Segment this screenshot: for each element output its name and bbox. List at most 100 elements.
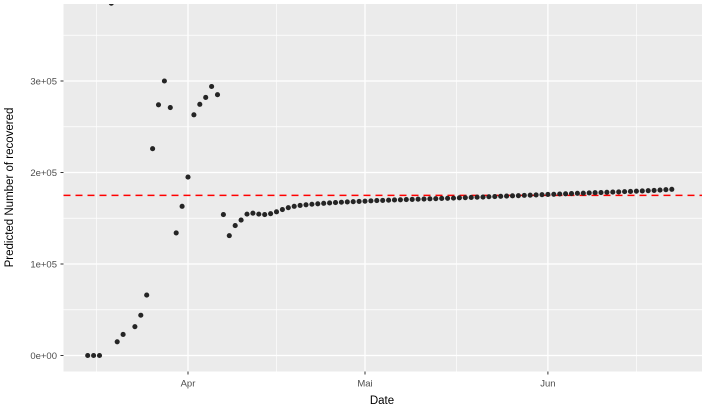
data-point: [610, 189, 616, 195]
data-point: [539, 192, 545, 198]
data-point: [651, 187, 657, 193]
data-point: [627, 188, 634, 194]
data-point: [344, 199, 350, 205]
data-point: [285, 205, 291, 211]
gridlines-minor: [63, 4, 702, 372]
data-point: [114, 339, 120, 345]
data-point: [232, 223, 238, 229]
data-point: [108, 4, 114, 6]
data-point: [356, 198, 362, 204]
data-point: [268, 211, 274, 217]
data-point: [291, 203, 297, 209]
data-point: [586, 190, 592, 196]
data-point: [138, 312, 144, 318]
plot-panel: [63, 4, 702, 372]
data-point: [332, 200, 339, 206]
data-point: [120, 331, 126, 338]
gridlines-major: [63, 4, 702, 372]
data-point: [244, 211, 250, 217]
data-point: [669, 186, 675, 192]
data-point: [321, 200, 327, 206]
data-point: [409, 196, 415, 202]
y-tick-label: 0e+00: [30, 351, 57, 362]
data-point: [144, 292, 150, 298]
data-point: [350, 199, 356, 205]
y-tick-label: 3e+05: [30, 76, 57, 87]
data-point: [551, 191, 557, 197]
data-point: [191, 112, 197, 118]
data-point: [185, 174, 191, 180]
data-point: [545, 191, 551, 198]
data-point: [509, 193, 516, 199]
data-point: [297, 202, 303, 208]
data-point: [391, 197, 398, 203]
data-point: [309, 201, 315, 207]
data-point: [521, 192, 527, 198]
data-point: [214, 92, 221, 98]
data-point: [150, 146, 156, 152]
data-point: [338, 199, 344, 205]
data-point: [279, 207, 285, 213]
data-points-layer: [85, 4, 675, 359]
data-point: [315, 201, 321, 207]
data-point: [374, 198, 380, 204]
x-tick-label: Apr: [181, 379, 196, 390]
data-point: [480, 194, 486, 200]
data-point: [386, 197, 392, 203]
axis-ticks-layer: [60, 80, 549, 375]
data-point: [498, 193, 504, 199]
data-point: [616, 189, 622, 195]
data-point: [633, 188, 639, 194]
data-point: [327, 200, 333, 206]
x-tick-label: Jun: [540, 379, 555, 390]
data-point: [167, 104, 173, 111]
data-point: [592, 190, 598, 196]
data-point: [403, 197, 409, 203]
data-point: [604, 189, 610, 195]
data-point: [220, 212, 226, 218]
data-point: [445, 195, 451, 201]
data-point: [155, 102, 162, 108]
data-point: [179, 203, 185, 209]
data-point: [427, 196, 433, 202]
data-point: [663, 187, 669, 193]
data-point: [197, 101, 203, 107]
axis-tick-labels-layer: 0e+00 1e+05 2e+05 3e+05 Apr Mai Jun: [30, 76, 555, 389]
data-point: [462, 195, 468, 201]
data-point: [85, 352, 91, 359]
y-axis-title: Predicted Number of recovered: [4, 108, 16, 268]
data-point: [397, 197, 403, 203]
data-point: [486, 194, 492, 200]
data-point: [380, 197, 386, 203]
data-point: [273, 209, 280, 215]
data-point: [262, 212, 268, 218]
data-point: [639, 188, 645, 194]
data-point: [238, 217, 244, 223]
data-point: [439, 195, 445, 202]
data-point: [515, 193, 521, 199]
data-point: [303, 202, 309, 208]
data-point: [598, 189, 604, 196]
data-point: [622, 189, 628, 195]
data-point: [574, 190, 580, 196]
data-point: [173, 230, 179, 236]
data-point: [504, 193, 510, 199]
data-point: [203, 94, 209, 101]
data-point: [91, 352, 97, 359]
data-point: [468, 194, 474, 201]
data-point: [492, 194, 498, 200]
data-point: [368, 198, 374, 204]
data-point: [415, 196, 421, 202]
data-point: [250, 210, 256, 216]
data-point: [527, 192, 533, 198]
data-point: [161, 78, 167, 84]
data-point: [362, 198, 368, 204]
y-tick-label: 2e+05: [30, 168, 57, 179]
data-point: [256, 211, 262, 217]
data-point: [657, 187, 663, 193]
data-point: [580, 190, 586, 196]
data-point: [226, 233, 232, 239]
data-point: [645, 188, 651, 194]
